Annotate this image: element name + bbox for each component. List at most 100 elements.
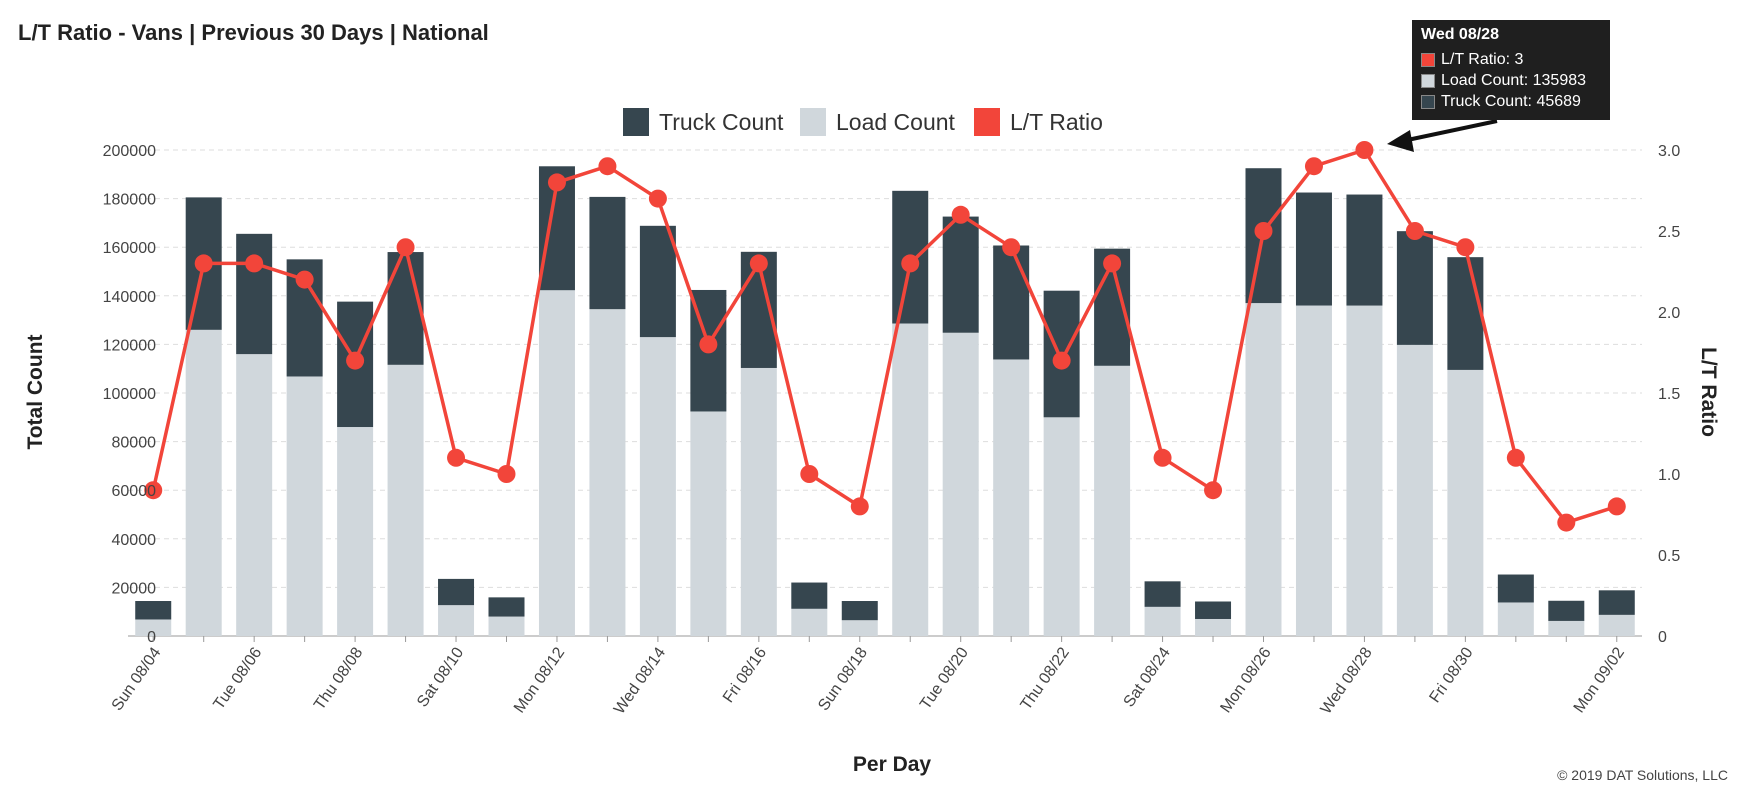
legend-swatch xyxy=(800,108,826,136)
y2-tick-label: 0 xyxy=(1658,629,1667,646)
tooltip-title: Wed 08/28 xyxy=(1421,26,1499,43)
y-tick-label: 180000 xyxy=(103,192,156,209)
load-count-bar xyxy=(639,337,676,636)
y2-tick-label: 1.5 xyxy=(1658,386,1680,403)
ratio-swatch-icon xyxy=(1421,52,1435,67)
data-tooltip: Wed 08/28 L/T Ratio: 3 Load Count: 13598… xyxy=(1412,20,1610,120)
legend-item[interactable]: Load Count xyxy=(800,108,956,136)
load-count-bar xyxy=(791,608,828,636)
load-count-bar xyxy=(1497,602,1534,636)
load-count-bar xyxy=(942,332,979,636)
truck-count-bar xyxy=(1598,590,1635,615)
load-count-bar xyxy=(993,359,1030,636)
ratio-point xyxy=(1254,222,1273,240)
tooltip-pointer-arrow xyxy=(1387,119,1498,152)
y-tick-label: 120000 xyxy=(103,337,156,354)
tooltip-row-ratio: L/T Ratio: 3 xyxy=(1421,49,1601,70)
x-tick-label: Thu 08/22 xyxy=(1018,644,1073,713)
truck-count-bar xyxy=(1295,192,1332,306)
load-count-bar xyxy=(1144,606,1181,636)
ratio-point xyxy=(245,254,264,273)
load-count-bar xyxy=(236,354,273,636)
ratio-point xyxy=(447,448,466,467)
truck-count-bar xyxy=(1195,601,1232,619)
ratio-point xyxy=(901,254,920,273)
ratio-point xyxy=(598,157,617,176)
load-count-bar xyxy=(892,323,929,636)
load-count-bar xyxy=(589,309,626,636)
ratio-point xyxy=(1405,222,1424,240)
ratio-point xyxy=(194,254,213,273)
y2-tick-label: 3.0 xyxy=(1658,143,1680,160)
gridlines xyxy=(128,149,1642,637)
ratio-point xyxy=(800,465,819,483)
truck-count-bar xyxy=(1144,581,1181,607)
tooltip-ratio-text: L/T Ratio: 3 xyxy=(1441,50,1524,68)
truck-count-bar xyxy=(387,252,424,365)
load-count-bar xyxy=(1043,417,1080,636)
load-count-bar xyxy=(1598,614,1635,636)
x-tick-label: Wed 08/28 xyxy=(1318,644,1376,717)
y2-tick-label: 0.5 xyxy=(1658,548,1680,565)
ratio-line-series xyxy=(144,141,1626,532)
tooltip-truck-text: Truck Count: 45689 xyxy=(1441,92,1581,110)
legend-swatch xyxy=(974,108,1000,136)
y-tick-label: 140000 xyxy=(103,289,156,306)
legend-item[interactable]: Truck Count xyxy=(623,108,784,136)
truck-count-bar xyxy=(841,601,878,621)
y2-axis-title: L/T Ratio xyxy=(1697,347,1720,437)
load-swatch-icon xyxy=(1421,73,1435,88)
load-count-bar xyxy=(135,619,172,636)
truck-count-bar xyxy=(589,196,626,310)
tooltip-load-text: Load Count: 135983 xyxy=(1441,71,1587,89)
y-tick-label: 60000 xyxy=(112,483,157,500)
truck-count-bar xyxy=(1447,257,1484,370)
ratio-point xyxy=(749,254,768,273)
x-tick-label: Fri 08/16 xyxy=(720,644,770,706)
y2-tick-label: 2.5 xyxy=(1658,224,1680,241)
ratio-point xyxy=(1153,448,1172,467)
y-tick-label: 0 xyxy=(147,629,156,646)
truck-count-bar xyxy=(1346,194,1383,306)
x-tick-label: Sun 08/18 xyxy=(815,644,871,714)
tooltip-row-truck: Truck Count: 45689 xyxy=(1421,91,1601,112)
legend-label: Truck Count xyxy=(659,109,784,135)
legend-item[interactable]: L/T Ratio xyxy=(974,108,1103,136)
y-tick-label: 40000 xyxy=(112,532,157,549)
x-axis: Sun 08/04 Tue 08/06 Thu 08/08 Sat 08/10 Mon … xyxy=(109,636,1628,717)
load-count-bar xyxy=(1094,365,1131,636)
load-count-bar xyxy=(1396,344,1433,636)
truck-count-bar xyxy=(1548,600,1585,621)
legend-label: L/T Ratio xyxy=(1010,109,1103,135)
load-count-bar xyxy=(337,427,374,636)
ratio-point xyxy=(1304,157,1323,176)
legend[interactable]: Truck Count Load Count L/T Ratio xyxy=(623,108,1103,136)
load-count-bar xyxy=(1548,620,1585,636)
y-tick-label: 100000 xyxy=(103,386,156,403)
load-count-bar xyxy=(387,364,424,636)
load-count-bar xyxy=(1195,618,1232,636)
y-tick-label: 80000 xyxy=(112,435,157,452)
load-count-bar xyxy=(1447,369,1484,636)
y-tick-label: 20000 xyxy=(112,580,157,597)
truck-count-bar xyxy=(236,233,273,355)
ratio-point xyxy=(1506,448,1525,467)
x-tick-label: Thu 08/08 xyxy=(311,644,366,713)
ratio-point xyxy=(144,481,163,500)
ratio-point xyxy=(1052,351,1071,370)
x-tick-label: Sat 08/24 xyxy=(1121,644,1174,710)
ratio-point xyxy=(850,497,869,516)
x-tick-label: Mon 08/26 xyxy=(1217,644,1274,716)
copyright-text: © 2019 DAT Solutions, LLC xyxy=(1557,767,1728,783)
y-axis-title: Total Count xyxy=(24,334,47,449)
legend-label: Load Count xyxy=(836,109,956,135)
load-count-bar xyxy=(740,367,777,636)
ratio-point xyxy=(1204,481,1223,500)
load-count-bar xyxy=(690,411,727,636)
ratio-point xyxy=(648,189,667,208)
x-tick-label: Wed 08/14 xyxy=(611,644,669,717)
load-count-bar xyxy=(438,605,475,636)
ratio-point xyxy=(1456,238,1475,257)
right-y-axis: 0 0.5 1.0 1.5 2.0 2.5 3.0 xyxy=(1658,143,1680,646)
